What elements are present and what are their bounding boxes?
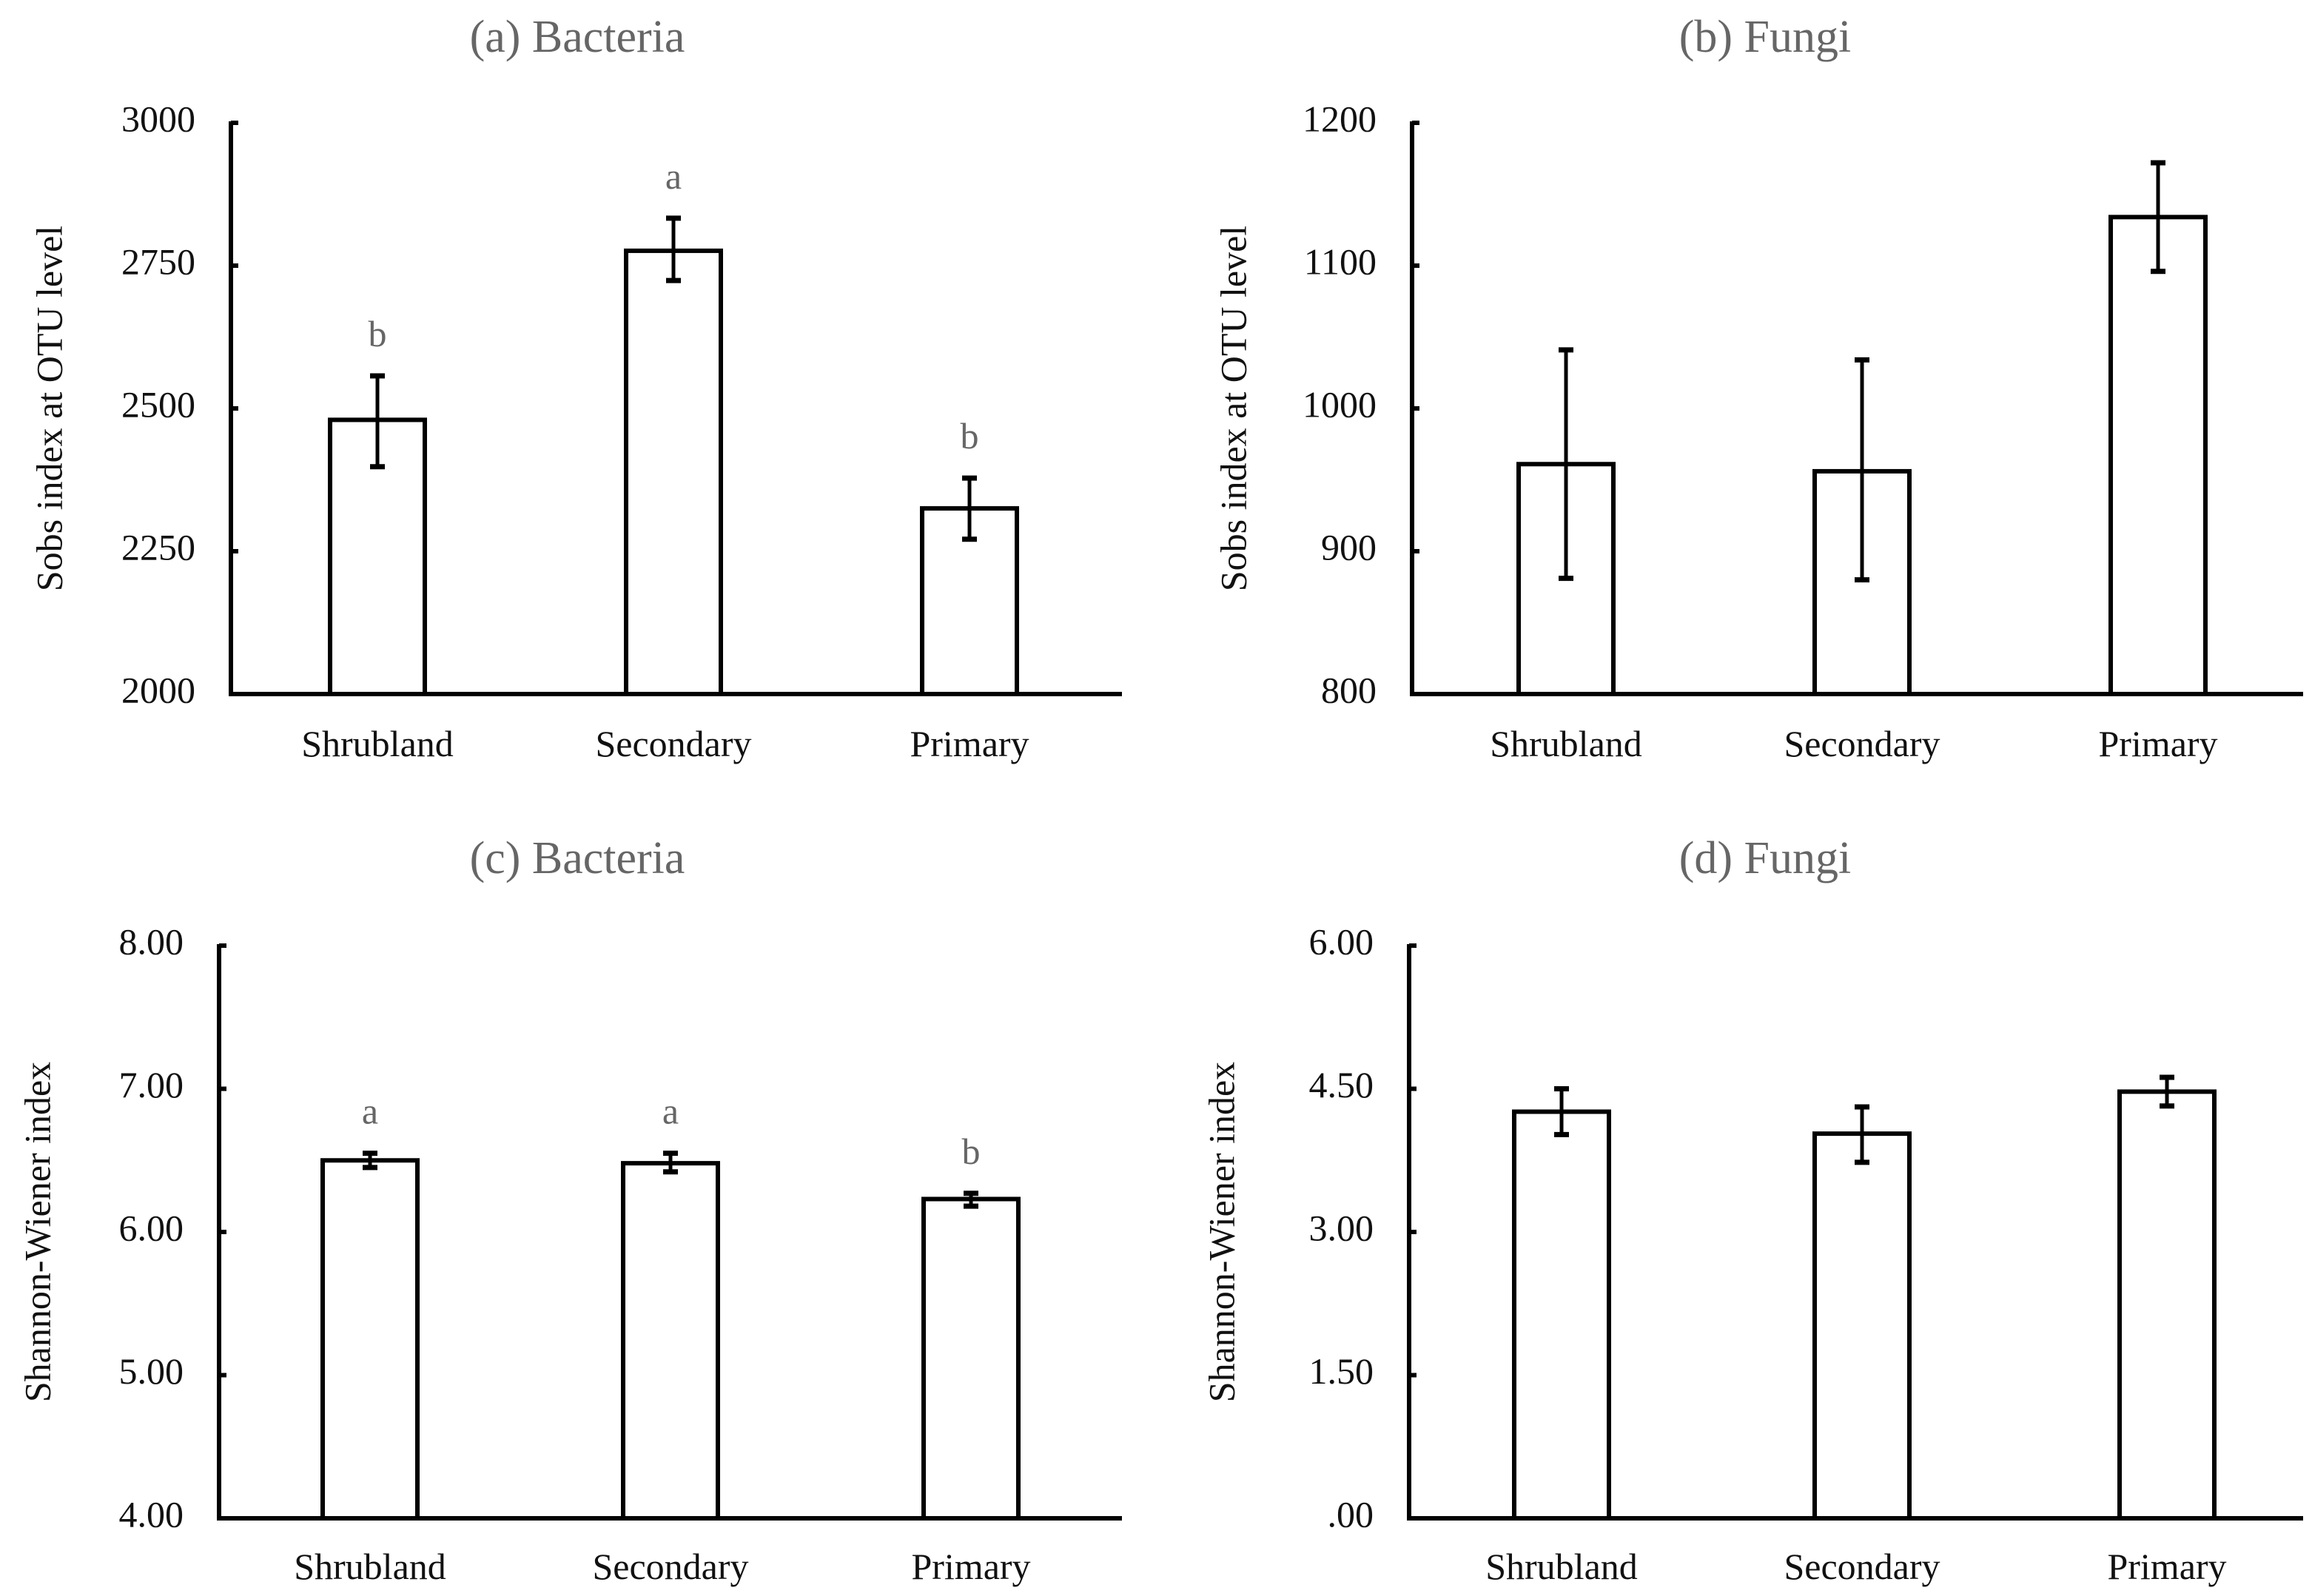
significance-letter: b xyxy=(369,313,387,354)
y-tick-label: 6.00 xyxy=(1309,920,1374,962)
x-category-label: Secondary xyxy=(595,723,751,764)
x-category-label: Primary xyxy=(2098,723,2217,764)
y-tick-label: 3000 xyxy=(121,98,195,139)
y-tick-label: 2000 xyxy=(121,669,195,710)
y-tick-label: 2500 xyxy=(121,383,195,425)
bar-secondary xyxy=(624,248,723,697)
significance-letter: a xyxy=(665,155,682,197)
significance-letter: a xyxy=(362,1091,378,1132)
y-tick-label: 1.50 xyxy=(1309,1350,1374,1392)
significance-letter: b xyxy=(962,1131,981,1172)
y-tick-label: 6.00 xyxy=(119,1207,184,1248)
y-tick-label: .00 xyxy=(1328,1493,1374,1535)
y-tick-label: 1000 xyxy=(1303,383,1377,425)
y-tick-label: 4.50 xyxy=(1309,1064,1374,1105)
x-category-label: Secondary xyxy=(592,1546,748,1587)
panel-d: (d) Fungi Shannon-Wiener index .00 1.50 3.00… xyxy=(1200,833,2303,1587)
panel-b: (b) Fungi Sobs index at OTU level 800 900 10… xyxy=(1212,12,2303,764)
x-category-label: Primary xyxy=(2107,1546,2226,1587)
y-tick-label: 3.00 xyxy=(1309,1207,1374,1248)
bar-primary xyxy=(921,1196,1021,1521)
y-axis-label: Sobs index at OTU level xyxy=(1212,226,1254,591)
bar-primary xyxy=(2117,1089,2217,1521)
panel-c: (c) Bacteria Shannon-Wiener index 4.00 5.00… xyxy=(16,833,1122,1587)
y-axis-label: Sobs index at OTU level xyxy=(28,226,70,591)
y-tick-label: 2750 xyxy=(121,240,195,282)
panel-title: (d) Fungi xyxy=(1679,833,1852,883)
x-category-label: Shrubland xyxy=(301,723,454,764)
x-category-label: Shrubland xyxy=(1490,723,1642,764)
bar-secondary xyxy=(621,1161,720,1521)
y-tick-label: 800 xyxy=(1321,669,1377,710)
x-category-label: Secondary xyxy=(1784,723,1940,764)
y-axis-label: Shannon-Wiener index xyxy=(1200,1062,1242,1402)
panel-title: (a) Bacteria xyxy=(470,12,685,62)
bar-shrubland xyxy=(320,1158,420,1521)
y-tick-label: 4.00 xyxy=(119,1493,184,1535)
panel-a: (a) Bacteria Sobs index at OTU level 2000 2… xyxy=(28,12,1122,764)
x-category-label: Primary xyxy=(911,1546,1030,1587)
significance-letter: b xyxy=(961,415,979,457)
panel-title: (c) Bacteria xyxy=(470,833,685,883)
y-tick-label: 2250 xyxy=(121,526,195,568)
y-tick-label: 1100 xyxy=(1304,240,1377,282)
x-category-label: Shrubland xyxy=(1485,1546,1638,1587)
y-tick-label: 7.00 xyxy=(119,1064,184,1105)
bar-shrubland xyxy=(1512,1109,1611,1521)
panel-title: (b) Fungi xyxy=(1679,12,1852,62)
y-tick-label: 8.00 xyxy=(119,920,184,962)
x-category-label: Primary xyxy=(910,723,1029,764)
y-tick-label: 1200 xyxy=(1303,98,1377,139)
y-tick-label: 900 xyxy=(1321,526,1377,568)
x-category-label: Secondary xyxy=(1784,1546,1940,1587)
bar-primary xyxy=(2108,215,2208,696)
significance-letter: a xyxy=(662,1091,679,1132)
y-tick-label: 5.00 xyxy=(119,1350,184,1392)
x-category-label: Shrubland xyxy=(294,1546,446,1587)
bar-secondary xyxy=(1812,1131,1912,1521)
y-axis-label: Shannon-Wiener index xyxy=(16,1062,58,1402)
